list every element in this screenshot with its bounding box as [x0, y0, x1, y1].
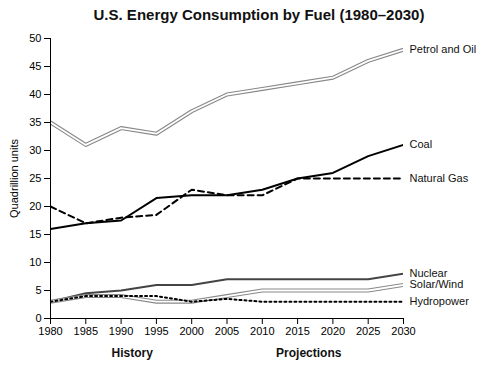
html-text:History: History — [111, 346, 153, 360]
html-text:U.S. Energy Consumption by Fue: U.S. Energy Consumption by Fuel (1980–20… — [93, 6, 425, 23]
svg-text:1985: 1985 — [74, 325, 98, 337]
svg-text:1990: 1990 — [109, 325, 133, 337]
svg-text:Solar/Wind: Solar/Wind — [410, 278, 464, 290]
html-text:Projections: Projections — [276, 346, 342, 360]
svg-text:2015: 2015 — [285, 325, 309, 337]
svg-text:Natural Gas: Natural Gas — [410, 172, 469, 184]
svg-text:Quadrillion units: Quadrillion units — [8, 139, 20, 218]
svg-text:1995: 1995 — [144, 325, 168, 337]
svg-text:Petrol and Oil: Petrol and Oil — [410, 43, 477, 55]
svg-text:10: 10 — [29, 256, 41, 268]
svg-text:Hydropower: Hydropower — [410, 295, 470, 307]
svg-text:2020: 2020 — [321, 325, 345, 337]
svg-text:15: 15 — [29, 228, 41, 240]
svg-text:25: 25 — [29, 172, 41, 184]
svg-text:20: 20 — [29, 200, 41, 212]
svg-text:30: 30 — [29, 144, 41, 156]
svg-text:2005: 2005 — [215, 325, 239, 337]
svg-text:2000: 2000 — [179, 325, 203, 337]
svg-text:0: 0 — [35, 312, 41, 324]
svg-text:2010: 2010 — [250, 325, 274, 337]
svg-text:40: 40 — [29, 88, 41, 100]
svg-text:Coal: Coal — [410, 138, 433, 150]
svg-text:2030: 2030 — [391, 325, 415, 337]
svg-text:1980: 1980 — [38, 325, 62, 337]
svg-text:2025: 2025 — [356, 325, 380, 337]
svg-text:45: 45 — [29, 60, 41, 72]
svg-text:50: 50 — [29, 32, 41, 44]
svg-text:5: 5 — [35, 284, 41, 296]
svg-text:35: 35 — [29, 116, 41, 128]
svg-text:Nuclear: Nuclear — [410, 267, 448, 279]
